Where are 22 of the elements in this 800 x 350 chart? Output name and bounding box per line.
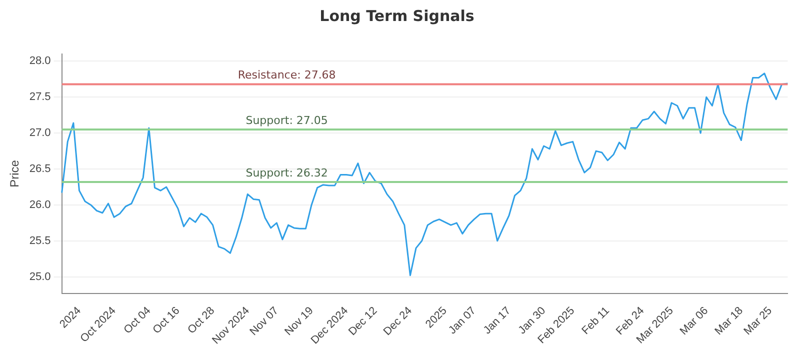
x-tick-label: Nov 07 (248, 304, 281, 338)
y-tick-label: 27.0 (29, 127, 51, 140)
x-tick-label: Dec 12 (346, 304, 380, 338)
y-axis-title: Price (8, 160, 22, 188)
x-tick-label: Jan 07 (446, 304, 478, 337)
ref-line-label: Resistance: 27.68 (238, 68, 336, 82)
x-tick-label: Jan 17 (481, 304, 514, 337)
ref-line-label: Support: 26.32 (246, 166, 328, 180)
y-tick-label: 28.0 (29, 55, 51, 68)
x-tick-label: Mar 06 (678, 304, 711, 338)
x-tick-label: Oct 04 (122, 304, 154, 336)
ref-line-label: Support: 27.05 (246, 114, 328, 127)
y-tick-label: 26.5 (29, 163, 51, 176)
y-tick-label: 26.0 (29, 198, 51, 211)
x-tick-label: Feb 11 (580, 304, 612, 337)
y-tick-label: 25.0 (29, 270, 51, 283)
x-tick-label: Oct 16 (150, 304, 182, 336)
x-tick-label: Dec 24 (381, 304, 414, 338)
x-tick-label: Mar 25 (742, 304, 775, 338)
y-tick-label: 27.5 (29, 91, 51, 104)
y-tick-label: 25.5 (29, 234, 51, 247)
chart-title: Long Term Signals (320, 6, 474, 25)
